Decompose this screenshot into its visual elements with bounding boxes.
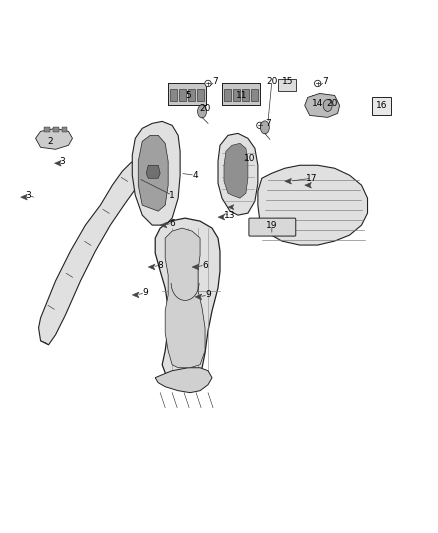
Polygon shape [21, 195, 27, 200]
Text: 6: 6 [169, 219, 175, 228]
Polygon shape [39, 157, 152, 345]
Text: 20: 20 [199, 104, 211, 113]
Bar [222, 84, 260, 106]
Bar [251, 88, 258, 101]
Polygon shape [228, 205, 234, 209]
Text: 14: 14 [312, 99, 323, 108]
Polygon shape [305, 182, 311, 188]
Polygon shape [285, 179, 292, 184]
Bar [278, 79, 296, 92]
Polygon shape [192, 264, 199, 270]
Text: 1: 1 [169, 191, 175, 200]
Text: 2: 2 [48, 137, 53, 146]
Text: 8: 8 [157, 261, 163, 270]
Text: 19: 19 [266, 221, 278, 230]
Bar [371, 98, 392, 116]
Bar [224, 88, 231, 101]
Polygon shape [138, 135, 168, 211]
Polygon shape [155, 218, 220, 389]
Polygon shape [305, 93, 339, 117]
Text: 7: 7 [212, 77, 218, 86]
Polygon shape [195, 294, 202, 300]
Text: 20: 20 [326, 99, 337, 108]
Polygon shape [218, 133, 258, 215]
Bar [179, 88, 186, 101]
Polygon shape [35, 128, 72, 149]
Circle shape [205, 80, 211, 87]
Text: 16: 16 [376, 101, 387, 110]
Text: 7: 7 [322, 77, 328, 86]
Polygon shape [165, 228, 205, 368]
Text: 5: 5 [185, 91, 191, 100]
Polygon shape [258, 165, 367, 245]
Bar [168, 84, 206, 106]
Text: 13: 13 [224, 211, 236, 220]
Ellipse shape [323, 100, 332, 111]
Text: 3: 3 [60, 157, 65, 166]
Bar [188, 88, 195, 101]
Text: 15: 15 [282, 77, 293, 86]
Bar [242, 88, 249, 101]
Text: 9: 9 [205, 290, 211, 300]
Polygon shape [132, 122, 180, 225]
Polygon shape [146, 165, 160, 178]
Ellipse shape [198, 105, 207, 118]
Text: 11: 11 [236, 91, 247, 100]
Ellipse shape [260, 121, 269, 134]
Bar [61, 127, 67, 132]
Bar [233, 88, 240, 101]
Polygon shape [224, 143, 248, 198]
Bar [53, 127, 59, 132]
Text: 7: 7 [265, 119, 271, 128]
Bar [43, 127, 49, 132]
Polygon shape [148, 264, 155, 270]
Text: 6: 6 [202, 261, 208, 270]
Text: 17: 17 [306, 174, 318, 183]
Circle shape [314, 80, 321, 87]
Bar [170, 88, 177, 101]
Polygon shape [155, 368, 212, 393]
Polygon shape [54, 160, 61, 166]
Text: 9: 9 [142, 288, 148, 297]
Text: 3: 3 [26, 191, 32, 200]
Text: 10: 10 [244, 154, 256, 163]
Polygon shape [160, 222, 167, 228]
Text: 20: 20 [266, 77, 278, 86]
FancyBboxPatch shape [249, 218, 296, 236]
Text: 4: 4 [192, 171, 198, 180]
Polygon shape [218, 214, 225, 220]
Circle shape [257, 122, 263, 128]
Polygon shape [132, 292, 139, 298]
Bar [197, 88, 204, 101]
